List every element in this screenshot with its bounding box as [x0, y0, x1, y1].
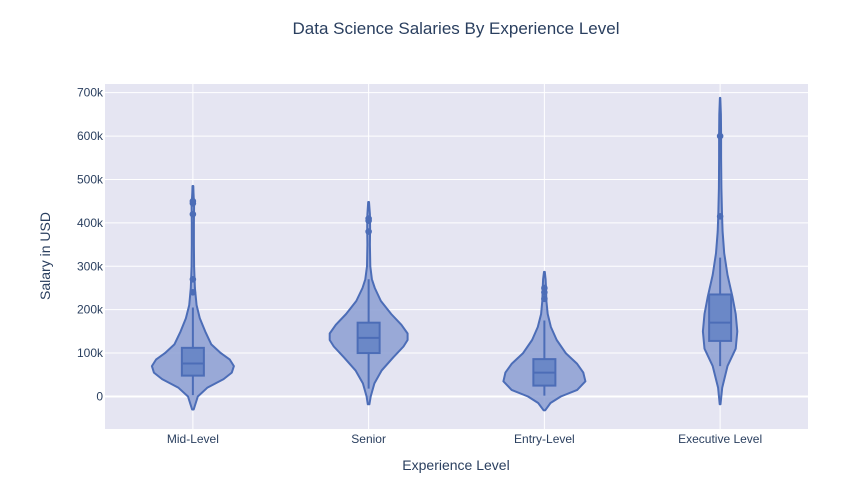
- y-tick-label: 300k: [77, 259, 104, 273]
- gridlines: [105, 84, 808, 429]
- y-tick-labels: 0 100k 200k 300k 400k 500k 600k 700k: [77, 86, 104, 404]
- x-tick-label: Entry-Level: [514, 432, 575, 446]
- x-tick-label: Mid-Level: [167, 432, 219, 446]
- outlier-point: [189, 289, 197, 296]
- violin-group: [502, 270, 587, 412]
- y-tick-label: 400k: [77, 216, 104, 230]
- outlier-point: [541, 295, 548, 303]
- outlier-point: [189, 210, 197, 218]
- y-tick-label: 600k: [77, 129, 104, 143]
- y-tick-label: 0: [96, 389, 103, 403]
- outlier-point: [716, 132, 724, 140]
- iqr-box: [708, 293, 733, 342]
- outlier-point: [716, 213, 724, 220]
- y-tick-label: 100k: [77, 346, 104, 360]
- outlier-point: [365, 228, 372, 235]
- y-tick-label: 700k: [77, 86, 104, 100]
- x-tick-labels: Mid-Level Senior Entry-Level Executive Leve…: [167, 432, 762, 446]
- y-tick-label: 500k: [77, 172, 104, 186]
- outlier-point: [365, 215, 372, 222]
- y-axis-title: Salary in USD: [37, 212, 53, 300]
- violin-group: [150, 185, 235, 411]
- violin-group: [701, 96, 739, 406]
- y-tick-label: 200k: [77, 303, 104, 317]
- violin-group: [328, 201, 409, 406]
- x-tick-label: Executive Level: [678, 432, 762, 446]
- x-axis-title: Experience Level: [402, 457, 509, 473]
- violins: [150, 96, 739, 412]
- iqr-box: [180, 346, 205, 377]
- outlier-point: [189, 197, 197, 205]
- chart-title: Data Science Salaries By Experience Leve…: [293, 19, 620, 38]
- violin-body: [150, 185, 235, 411]
- x-tick-label: Senior: [351, 432, 386, 446]
- outlier-point: [189, 275, 197, 283]
- outlier-point: [541, 284, 548, 292]
